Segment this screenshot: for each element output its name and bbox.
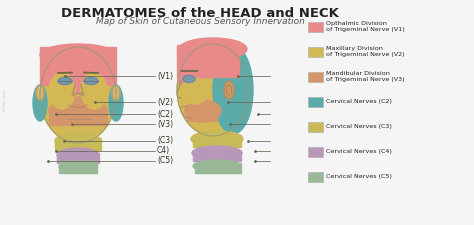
Ellipse shape [36, 86, 44, 101]
Ellipse shape [191, 131, 243, 147]
Text: (V2): (V2) [157, 97, 173, 106]
Text: Adobe Stock: Adobe Stock [3, 89, 7, 111]
Ellipse shape [81, 73, 107, 109]
Ellipse shape [181, 78, 209, 104]
Bar [55, 138, 101, 150]
Bar [308, 72, 323, 82]
Ellipse shape [72, 92, 76, 95]
Ellipse shape [57, 148, 99, 162]
Bar [308, 147, 323, 157]
Ellipse shape [40, 44, 116, 66]
Ellipse shape [49, 73, 75, 109]
Text: Cervical Nerves (C3): Cervical Nerves (C3) [326, 124, 392, 129]
Bar [187, 109, 217, 121]
Bar [74, 79, 82, 93]
Bar [308, 97, 323, 107]
Ellipse shape [224, 81, 234, 99]
Text: Opthalmic Division
of Trigeminal Nerve (V1): Opthalmic Division of Trigeminal Nerve (… [326, 21, 405, 32]
Bar [193, 151, 241, 161]
Ellipse shape [40, 47, 116, 143]
Ellipse shape [112, 86, 120, 101]
Bar [193, 135, 241, 147]
Ellipse shape [185, 100, 221, 122]
Text: Cervical Nerves (C2): Cervical Nerves (C2) [326, 99, 392, 104]
Ellipse shape [192, 146, 242, 160]
Ellipse shape [59, 161, 97, 173]
Ellipse shape [177, 44, 249, 136]
Ellipse shape [183, 76, 195, 83]
Bar [59, 161, 97, 173]
Text: (V3): (V3) [157, 119, 173, 128]
Bar [177, 45, 239, 77]
Text: (C2): (C2) [157, 110, 173, 119]
Ellipse shape [179, 38, 247, 60]
Bar [40, 47, 116, 85]
Text: Cervical Nerves (C5): Cervical Nerves (C5) [326, 174, 392, 179]
Ellipse shape [58, 77, 72, 85]
Ellipse shape [33, 85, 47, 121]
Text: DERMATOMES of the HEAD and NECK: DERMATOMES of the HEAD and NECK [61, 7, 339, 20]
Text: (V1): (V1) [157, 72, 173, 81]
Ellipse shape [178, 72, 200, 86]
Bar [308, 22, 323, 32]
Ellipse shape [55, 133, 101, 149]
Ellipse shape [55, 76, 75, 86]
Ellipse shape [49, 97, 107, 125]
Text: Mandibular Division
of Trigeminal Nerve (V3): Mandibular Division of Trigeminal Nerve … [326, 71, 405, 82]
Text: (C3): (C3) [157, 137, 173, 146]
Bar [49, 109, 107, 125]
Text: Map of Skin of Cutaneous Sensory Innervation: Map of Skin of Cutaneous Sensory Innerva… [96, 17, 304, 26]
Text: Cervical Nerves (C4): Cervical Nerves (C4) [326, 149, 392, 154]
Ellipse shape [80, 92, 84, 95]
Text: (C5): (C5) [157, 157, 173, 166]
Ellipse shape [213, 46, 253, 134]
Text: C4): C4) [157, 146, 170, 155]
Ellipse shape [193, 160, 241, 172]
Ellipse shape [81, 76, 101, 86]
Text: Maxillary Division
of Trigeminal Nerve (V2): Maxillary Division of Trigeminal Nerve (… [326, 46, 405, 57]
Bar [308, 122, 323, 132]
Bar [308, 172, 323, 182]
Bar [308, 47, 323, 57]
Ellipse shape [109, 85, 123, 121]
Bar [57, 153, 99, 163]
Ellipse shape [84, 77, 98, 85]
Bar [195, 163, 241, 173]
Ellipse shape [179, 52, 203, 94]
